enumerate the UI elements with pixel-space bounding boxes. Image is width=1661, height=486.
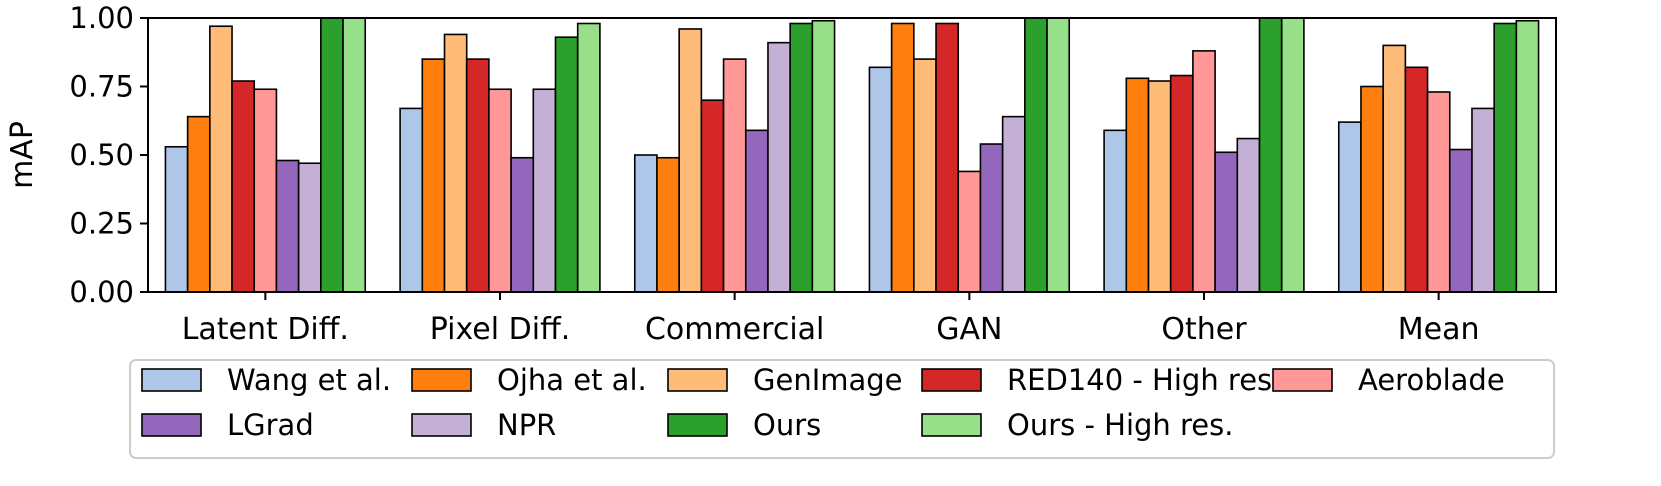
bar	[1471, 107, 1495, 293]
legend-swatch	[921, 368, 982, 392]
legend-swatch	[667, 368, 728, 392]
x-tick-label: GAN	[936, 312, 1002, 347]
bar	[1236, 137, 1261, 293]
bar	[700, 99, 725, 293]
legend-swatch	[921, 413, 982, 437]
legend-label: Ours - High res.	[1007, 408, 1233, 442]
y-tick-label: 0.00	[69, 275, 134, 309]
bar	[1337, 121, 1362, 293]
bar	[465, 58, 490, 293]
y-axis: 0.00 0.25 0.50 0.75 1.00	[69, 1, 148, 309]
bar	[744, 129, 769, 293]
legend-swatch	[141, 368, 202, 392]
y-tick-label: 0.50	[69, 138, 134, 172]
legend-swatch	[411, 413, 472, 437]
bar	[1426, 91, 1451, 293]
bar	[186, 115, 211, 293]
y-tick-label: 0.25	[69, 207, 134, 241]
x-axis: Latent Diff. Pixel Diff. Commercial GAN Othe…	[182, 292, 1480, 347]
bar	[1046, 17, 1071, 293]
bar	[1404, 66, 1429, 293]
legend-swatch	[667, 413, 728, 437]
legend-label: RED140 - High res.	[1007, 363, 1281, 397]
legend-label: GenImage	[753, 363, 903, 397]
bar	[554, 36, 579, 293]
bar	[532, 88, 557, 293]
bar	[935, 22, 960, 293]
y-tick-label: 0.75	[69, 70, 134, 104]
legend-swatch	[411, 368, 472, 392]
legend-label: NPR	[497, 408, 556, 442]
bar	[443, 33, 468, 293]
bar	[868, 66, 893, 293]
bar	[320, 17, 344, 293]
bar	[342, 17, 367, 293]
bar	[722, 58, 747, 293]
plot-frame	[147, 17, 1557, 293]
bar	[957, 170, 982, 293]
bar	[633, 154, 658, 293]
bar	[164, 145, 189, 293]
bar	[656, 156, 680, 293]
legend-swatch	[1272, 368, 1333, 392]
bar	[1147, 80, 1172, 293]
bar	[890, 22, 915, 293]
x-tick-label: Mean	[1398, 312, 1480, 347]
x-tick-label: Other	[1161, 312, 1247, 347]
bar	[1493, 22, 1518, 293]
bar	[1258, 17, 1283, 293]
legend-label: Aeroblade	[1358, 363, 1505, 397]
bar	[789, 22, 814, 293]
legend-label: Wang et al.	[227, 363, 391, 397]
bar	[275, 159, 300, 293]
legend: Wang et al. Ojha et al. GenImage RED140 - H…	[129, 359, 1555, 459]
legend-swatch	[141, 413, 202, 437]
bar	[767, 41, 791, 293]
bar	[1214, 151, 1239, 293]
bar	[399, 107, 424, 293]
x-tick-label: Pixel Diff.	[430, 312, 571, 347]
bar	[1280, 17, 1305, 293]
bar	[421, 58, 446, 293]
bar	[297, 162, 322, 293]
bar	[209, 25, 233, 293]
bar	[811, 19, 836, 293]
legend-label: Ojha et al.	[497, 363, 647, 397]
y-axis-title: mAP	[5, 121, 40, 189]
bar	[979, 143, 1004, 293]
x-tick-label: Latent Diff.	[182, 312, 349, 347]
bar	[1125, 77, 1150, 293]
bar	[1169, 74, 1194, 293]
bar	[1360, 85, 1384, 293]
x-tick-label: Commercial	[645, 312, 824, 347]
bar	[1448, 148, 1473, 293]
bars-layer	[164, 17, 1540, 293]
bar	[510, 156, 535, 293]
legend-frame	[129, 359, 1555, 459]
bar	[1103, 129, 1128, 293]
bar	[1192, 50, 1216, 293]
bar	[231, 80, 256, 293]
bar	[1382, 44, 1407, 293]
bar	[678, 28, 703, 293]
legend-label: Ours	[753, 408, 821, 442]
bar	[1001, 115, 1026, 293]
bar	[1515, 19, 1540, 293]
y-tick-label: 1.00	[69, 1, 134, 35]
bar	[1024, 17, 1048, 293]
bar	[913, 58, 937, 293]
bar	[576, 22, 601, 293]
bar	[253, 88, 278, 293]
bar	[488, 88, 512, 293]
legend-label: LGrad	[227, 408, 314, 442]
